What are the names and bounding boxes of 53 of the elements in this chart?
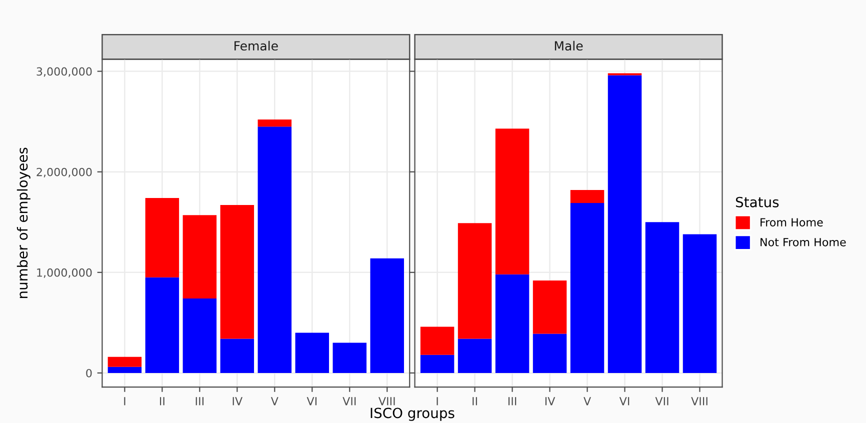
legend-title: Status [736, 196, 779, 208]
y-tick-label: 0 [86, 368, 92, 378]
x-tick-label: II [160, 397, 164, 406]
bar [370, 258, 404, 373]
bar [570, 203, 604, 373]
bar [645, 222, 680, 373]
bar [182, 298, 217, 373]
x-tick-label: I [124, 397, 126, 406]
bar [458, 223, 492, 339]
bar [532, 334, 567, 373]
x-tick-label: V [270, 397, 278, 406]
bar [108, 356, 142, 367]
x-tick-label: V [584, 397, 591, 406]
legend-label: From Home [760, 218, 823, 227]
bar [220, 205, 254, 339]
bar [682, 234, 717, 373]
bar [258, 126, 292, 373]
bar [420, 354, 454, 373]
legend-label: Not From Home [760, 238, 846, 246]
x-tick-label: III [508, 397, 516, 406]
bar [220, 338, 254, 373]
chart-title: Male [554, 40, 583, 51]
y-tick-label: 1,000,000 [37, 268, 92, 278]
bar [145, 277, 180, 373]
bar [420, 326, 454, 355]
bar [458, 338, 492, 373]
y-tick-label: 2,000,000 [36, 168, 92, 178]
bar [495, 274, 530, 373]
bar [608, 75, 642, 373]
bar [532, 280, 567, 334]
x-tick-label: I [436, 397, 438, 406]
bar [332, 342, 367, 373]
x-tick-label: IV [545, 397, 556, 406]
x-tick-label: III [196, 397, 204, 406]
bar [295, 332, 330, 373]
bar [108, 366, 142, 373]
chart-title: Female [234, 40, 278, 51]
x-tick-label: II [472, 397, 477, 406]
bar [258, 120, 292, 127]
bar [495, 128, 530, 274]
x-axis-title: ISCO groups [370, 408, 454, 421]
x-tick-label: VIII [378, 397, 395, 406]
x-tick-label: VI [619, 397, 630, 406]
x-tick-label: IV [232, 397, 243, 406]
y-axis-title: number of employees [16, 148, 30, 298]
bar [182, 215, 217, 299]
x-tick-label: VII [342, 397, 356, 406]
bar [145, 198, 180, 278]
x-tick-label: VIII [691, 397, 708, 406]
x-tick-label: VII [655, 397, 668, 406]
x-tick-label: VI [306, 397, 316, 406]
y-tick-label: 3,000,000 [36, 67, 92, 77]
bar [570, 190, 604, 204]
